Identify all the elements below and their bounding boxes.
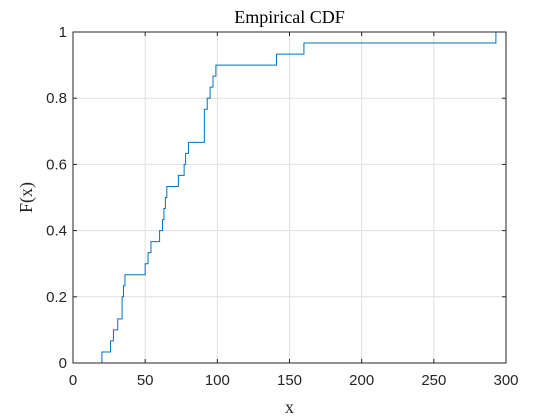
y-tick-label: 0.4 bbox=[46, 223, 67, 240]
x-tick-label: 300 bbox=[493, 372, 518, 389]
y-axis-title: F(x) bbox=[16, 182, 37, 213]
y-tick-label: 1 bbox=[59, 24, 67, 41]
chart-title: Empirical CDF bbox=[234, 7, 345, 27]
x-axis-title: x bbox=[285, 397, 294, 417]
x-tick-label: 100 bbox=[205, 372, 230, 389]
y-tick-label: 0 bbox=[59, 355, 67, 372]
y-tick-label: 0.8 bbox=[46, 90, 67, 107]
x-tick-label: 150 bbox=[277, 372, 302, 389]
x-tick-label: 200 bbox=[349, 372, 374, 389]
x-tick-label: 0 bbox=[69, 372, 77, 389]
y-tick-label: 0.2 bbox=[46, 289, 67, 306]
x-tick-label: 50 bbox=[137, 372, 154, 389]
x-tick-label: 250 bbox=[421, 372, 446, 389]
y-tick-label: 0.6 bbox=[46, 156, 67, 173]
